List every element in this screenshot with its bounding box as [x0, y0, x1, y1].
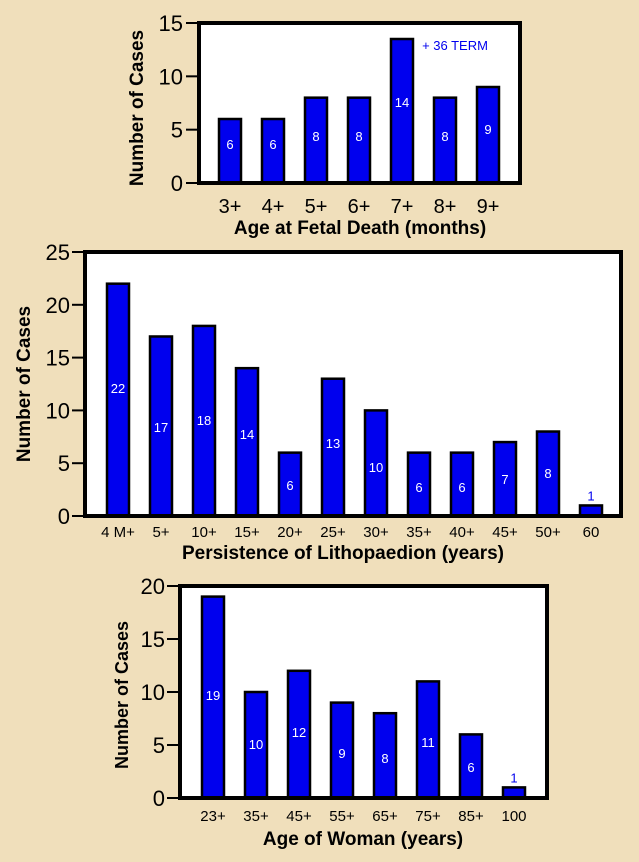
x-tick-label: 35+ — [406, 524, 432, 541]
bar — [105, 282, 131, 518]
x-tick-label: 85+ — [458, 808, 484, 825]
bar-data-label: 19 — [206, 688, 220, 703]
bar-data-label: 6 — [226, 137, 233, 152]
y-tick-label: 0 — [153, 786, 165, 811]
y-tick-label: 5 — [58, 451, 70, 476]
y-tick-label: 15 — [141, 627, 165, 652]
x-tick-label: 6+ — [348, 196, 371, 218]
x-tick-label: 5+ — [152, 524, 169, 541]
x-tick-label: 45+ — [492, 524, 518, 541]
annotation-term-count: + 36 TERM — [422, 38, 488, 53]
x-tick-label: 100 — [501, 808, 526, 825]
bar-data-label: 8 — [441, 129, 448, 144]
x-tick-label: 30+ — [363, 524, 389, 541]
bar-data-label: 9 — [338, 746, 345, 761]
x-tick-label: 75+ — [415, 808, 441, 825]
x-axis-label: Age of Woman (years) — [263, 829, 463, 850]
y-tick-label: 20 — [141, 574, 165, 599]
x-tick-label: 23+ — [200, 808, 226, 825]
bar-data-label: 14 — [395, 95, 409, 110]
bar-data-label: 10 — [369, 460, 383, 475]
bar-data-label: 9 — [484, 122, 491, 137]
x-tick-label: 4 M+ — [101, 524, 135, 541]
bar-data-label: 14 — [240, 427, 254, 442]
bar — [389, 37, 415, 185]
y-axis-label: Number of Cases — [14, 306, 35, 462]
bar-data-label: 8 — [355, 129, 362, 144]
y-axis-label: Number of Cases — [127, 30, 148, 186]
bar-data-label: 1 — [587, 488, 594, 503]
plot-frame — [178, 584, 549, 800]
x-tick-label: 4+ — [262, 196, 285, 218]
x-tick-label: 60 — [583, 524, 600, 541]
y-tick-label: 5 — [171, 118, 183, 143]
bar-data-label: 1 — [510, 770, 517, 785]
bar-data-label: 7 — [501, 472, 508, 487]
x-tick-label: 7+ — [391, 196, 414, 218]
y-tick-label: 0 — [171, 171, 183, 196]
bar-data-label: 18 — [197, 413, 211, 428]
x-tick-label: 35+ — [243, 808, 269, 825]
bar-data-label: 22 — [111, 381, 125, 396]
plot-frame — [83, 250, 623, 518]
plot-area — [180, 586, 547, 798]
x-tick-label: 10+ — [191, 524, 217, 541]
y-tick-label: 15 — [159, 11, 183, 36]
y-tick-label: 5 — [153, 733, 165, 758]
bar-data-label: 8 — [544, 466, 551, 481]
x-tick-label: 8+ — [434, 196, 457, 218]
x-tick-label: 45+ — [286, 808, 312, 825]
plot-area — [85, 252, 621, 516]
y-tick-label: 25 — [46, 240, 70, 265]
x-axis-label: Persistence of Lithopaedion (years) — [182, 543, 504, 564]
x-tick-label: 65+ — [372, 808, 398, 825]
bar-data-label: 6 — [286, 478, 293, 493]
bar-data-label: 6 — [467, 760, 474, 775]
y-tick-label: 15 — [46, 346, 70, 371]
plot-frame — [197, 21, 522, 185]
bar-data-label: 6 — [458, 480, 465, 495]
bar-data-label: 6 — [269, 137, 276, 152]
bar-data-label: 17 — [154, 420, 168, 435]
x-tick-label: 55+ — [329, 808, 355, 825]
bar-data-label: 8 — [312, 129, 319, 144]
x-tick-label: 5+ — [305, 196, 328, 218]
bar-data-label: 6 — [415, 480, 422, 495]
bar-data-label: 8 — [381, 751, 388, 766]
chart-age-of-woman: 0 5 10 15 20 19 23+ 10 35+ 12 45+ 9 55+ 8 65+ 11 75+ 6 85+… — [112, 574, 549, 850]
bar-data-label: 13 — [326, 436, 340, 451]
x-tick-label: 3+ — [219, 196, 242, 218]
x-tick-label: 20+ — [277, 524, 303, 541]
x-tick-label: 15+ — [234, 524, 260, 541]
x-tick-label: 40+ — [449, 524, 475, 541]
x-tick-label: 9+ — [477, 196, 500, 218]
bar-data-label: 11 — [421, 735, 435, 750]
bar — [234, 366, 260, 518]
bar-data-label: 12 — [292, 725, 306, 740]
bar-data-label: 10 — [249, 737, 263, 752]
y-axis-label: Number of Cases — [112, 621, 132, 769]
x-axis-label: Age at Fetal Death (months) — [234, 218, 486, 239]
chart-fetal-death-age: 0 5 10 15 6 3+ 6 4+ 8 5+ 8 6+ 14 7+ 8 8+ 9 9+Age at Fetal… — [127, 11, 522, 239]
y-tick-label: 10 — [141, 680, 165, 705]
x-tick-label: 50+ — [535, 524, 561, 541]
y-tick-label: 10 — [46, 398, 70, 423]
y-tick-label: 20 — [46, 293, 70, 318]
x-tick-label: 25+ — [320, 524, 346, 541]
y-tick-label: 10 — [159, 64, 183, 89]
y-tick-label: 0 — [58, 504, 70, 529]
